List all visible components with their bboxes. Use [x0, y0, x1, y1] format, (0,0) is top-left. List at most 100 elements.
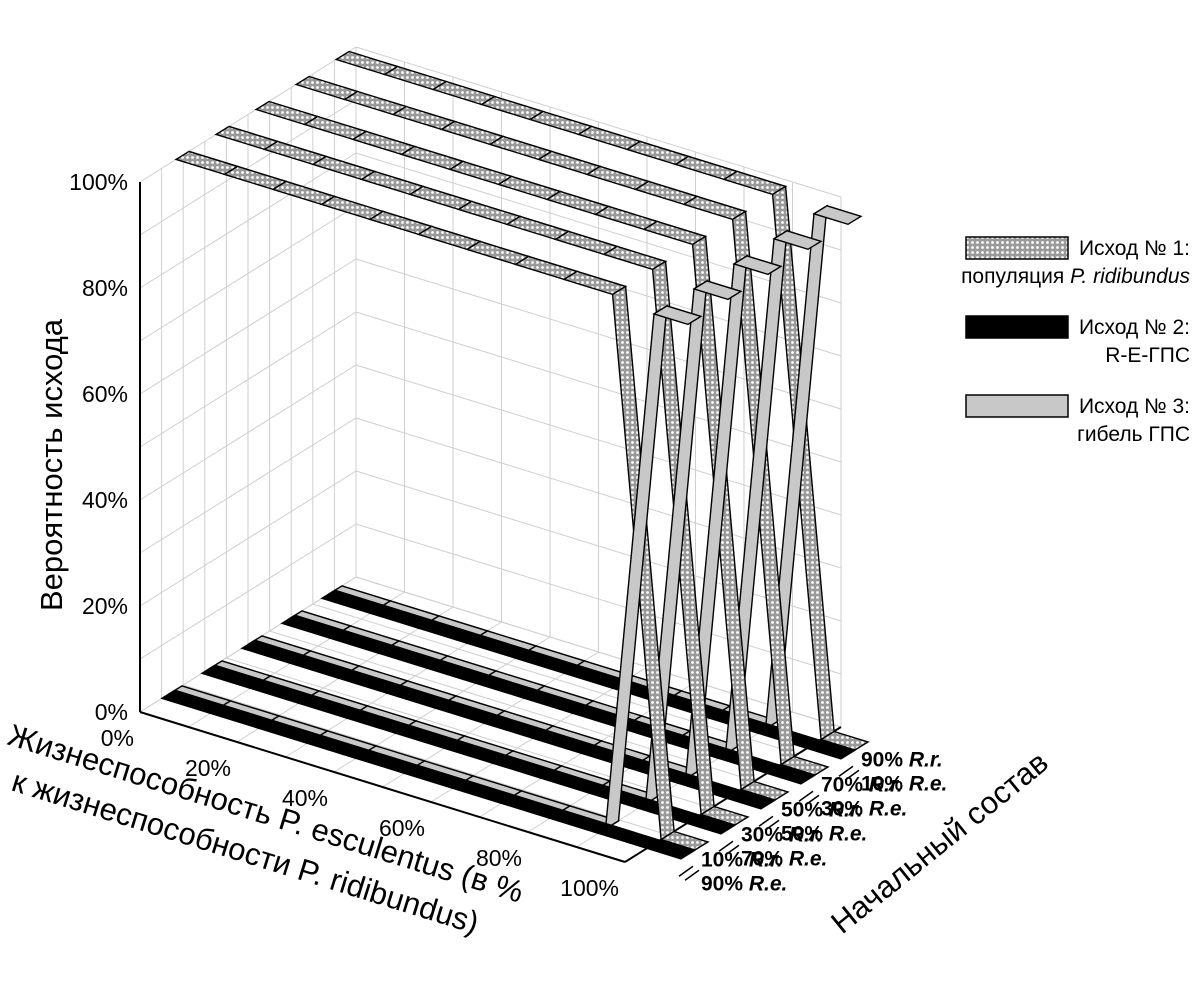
ribbon-segment: [488, 135, 554, 161]
y-tick-label: 80%: [82, 275, 128, 301]
ribbon-segment: [254, 100, 320, 126]
ribbon-segment: [334, 50, 400, 76]
ribbon-segment: [585, 165, 651, 191]
series-layer: [160, 50, 870, 860]
ribbon-segment: [351, 130, 417, 156]
ribbon-segment: [431, 80, 497, 106]
ribbon-segment: [416, 225, 482, 251]
ribbon-segment: [456, 200, 522, 226]
ribbon-segment: [805, 739, 856, 760]
z-tick-bracket: [718, 840, 740, 856]
back-grid-y: [355, 46, 842, 198]
ribbon-segment: [545, 190, 611, 216]
z-tick-label-line1: 30% R.r.: [741, 823, 823, 846]
back-grid-y: [355, 152, 842, 304]
ribbon-segment: [625, 140, 691, 166]
ribbon-segment: [633, 180, 699, 206]
x-tick-label: 20%: [185, 755, 231, 781]
ribbon-segment: [593, 205, 659, 231]
ribbon-segment: [596, 824, 662, 850]
ribbon-segment: [342, 90, 408, 116]
ribbon-segment: [505, 215, 571, 241]
legend-label-line1: Исход № 2:: [1079, 316, 1190, 339]
ribbon-segment: [214, 125, 280, 151]
x-axis-line: [139, 711, 626, 863]
ribbon-segment: [294, 75, 360, 101]
legend: Исход № 1: популяция P. ridibundus Исход №…: [961, 236, 1190, 446]
ribbon-segment: [439, 120, 505, 146]
ribbon-segment: [659, 830, 710, 851]
ticks: 0% 20% 40% 60% 80% 100% 0% 20% 40% 60% 80% 100% 10% …: [69, 169, 947, 901]
ribbon-segment: [302, 115, 368, 141]
legend-label-line2: R-E-ГПС: [1105, 344, 1190, 367]
z-tick-label-line2: 10% R.e.: [861, 772, 947, 795]
ribbon-segment: [553, 230, 619, 256]
legend-label-line1: Исход № 3:: [1079, 395, 1190, 418]
ribbon-segment: [479, 95, 545, 121]
x-tick-label: 60%: [379, 815, 425, 841]
z-tick-label-line1: 70% R.r.: [821, 773, 903, 796]
ribbon-segment: [174, 150, 240, 176]
ribbon-segment: [765, 764, 816, 785]
z-tick-label-line2: 50% R.e.: [781, 822, 867, 845]
legend-label-line1: Исход № 1:: [1079, 237, 1190, 260]
x-tick-label: 100%: [560, 875, 619, 901]
ribbon-segment: [732, 255, 783, 276]
legend-label-line2: популяция P. ridibundus: [961, 265, 1190, 288]
ribbon-segment: [685, 814, 736, 835]
ribbon-segment: [496, 175, 562, 201]
floor-grid-z: [269, 630, 755, 782]
y-tick-label: 0%: [95, 699, 128, 725]
ribbon-segment: [391, 105, 457, 131]
series-outcome-2-composition-2: [240, 639, 776, 810]
ribbon-segment: [576, 125, 642, 151]
floor-grid-z: [312, 603, 798, 755]
ribbon-segment: [739, 780, 790, 801]
ribbon-segment: [399, 145, 465, 171]
ribbon-segment: [271, 180, 337, 206]
back-grid-y: [355, 576, 842, 728]
ribbon-segment: [682, 195, 748, 221]
z-tick-bracket: [838, 765, 860, 781]
x-tick-label: 80%: [476, 845, 522, 871]
ribbon-segment: [465, 240, 531, 266]
floor-grid-z: [226, 657, 712, 809]
legend-swatch: [965, 394, 1069, 418]
ribbon-segment: [262, 140, 328, 166]
ribbon-segment: [819, 730, 870, 751]
ribbon-segment: [812, 205, 863, 226]
ribbon-segment: [652, 305, 703, 326]
back-grid-y: [355, 417, 842, 569]
ribbon-segment: [536, 150, 602, 176]
x-tick-label: 40%: [282, 785, 328, 811]
y-tick-label: 40%: [82, 487, 128, 513]
z-tick-label-line2: 30% R.e.: [821, 797, 907, 820]
x-tick-label: 0%: [101, 725, 134, 751]
z-tick-bracket: [678, 865, 700, 881]
y-tick-label: 100%: [69, 169, 128, 195]
ribbon-segment: [725, 789, 776, 810]
ribbon-segment: [448, 160, 514, 186]
ribbon-segment: [692, 280, 743, 301]
ribbon-segment: [382, 65, 448, 91]
ribbon-segment: [368, 210, 434, 236]
ribbon-segment: [311, 155, 377, 181]
z-tick-bracket: [798, 790, 820, 806]
y-tick-label: 20%: [82, 593, 128, 619]
ribbon-segment: [222, 165, 288, 191]
ribbon-segment: [779, 755, 830, 776]
z-tick-label-line1: 50% R.r.: [781, 798, 863, 821]
legend-swatch: [965, 236, 1069, 260]
ribbon-segment: [645, 839, 696, 860]
y-tick-label: 60%: [82, 381, 128, 407]
z-tick-label-line1: 10% R.r.: [701, 848, 783, 871]
y-axis-label: Вероятность исхода: [34, 318, 69, 611]
ribbon-segment: [673, 155, 739, 181]
back-grid-y: [355, 470, 842, 622]
legend-swatch: [965, 315, 1069, 339]
z-tick-bracket: [758, 815, 780, 831]
ribbon-segment: [699, 805, 750, 826]
ribbon-segment: [642, 220, 708, 246]
series-outcome-2-composition-0: [160, 689, 696, 860]
